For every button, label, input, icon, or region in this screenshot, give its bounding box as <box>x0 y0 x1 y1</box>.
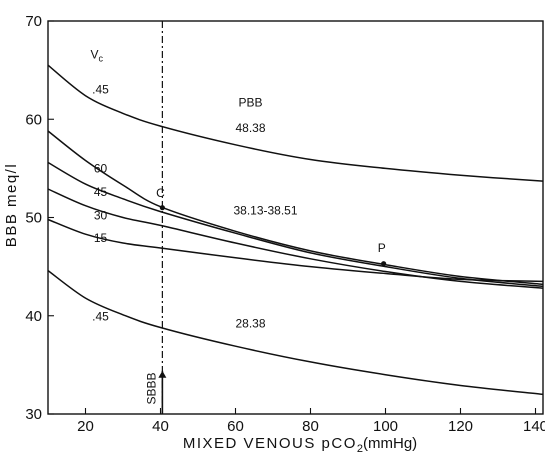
annotation-label: .45 <box>92 310 109 324</box>
sbbb-label: SBBB <box>144 372 158 404</box>
annotation-label: 48.38 <box>235 121 265 135</box>
data-points <box>159 205 387 267</box>
sbbb-arrowhead-icon <box>158 370 167 378</box>
annotation-label: 60 <box>94 161 108 175</box>
point-p <box>381 261 387 267</box>
annotation-label: C <box>156 186 165 200</box>
x-tick-label: 100 <box>373 418 398 435</box>
y-tick-label: 30 <box>25 406 42 423</box>
y-tick-label: 70 <box>25 13 42 30</box>
annotation-label: 30 <box>94 208 108 222</box>
x-axis-title-unit: (mmHg) <box>363 435 417 452</box>
annotation-label: 28.38 <box>235 317 265 331</box>
x-tick-label: 40 <box>152 418 169 435</box>
annotation-label: .45 <box>92 83 109 97</box>
x-tick-label: 80 <box>302 418 319 435</box>
x-tick-label: 60 <box>227 418 244 435</box>
series-curve-5 <box>47 269 544 396</box>
series-curve-1 <box>47 130 544 286</box>
x-axis-title: MIXED VENOUS pCO2(mmHg) <box>183 435 417 455</box>
annotation-label: 45 <box>94 185 108 199</box>
annotation-label: 15 <box>94 231 108 245</box>
series-curve-2 <box>47 161 544 288</box>
vc-header-label: Vc <box>90 47 103 63</box>
point-c <box>159 205 165 211</box>
x-tick-label: 120 <box>448 418 473 435</box>
y-tick-label: 60 <box>25 111 42 128</box>
annotation-label: P <box>378 241 386 255</box>
series-curves <box>47 64 544 396</box>
series-curve-3 <box>47 188 544 289</box>
sbbb-marker: SBBB <box>144 21 167 414</box>
x-tick-label: 20 <box>77 418 94 435</box>
axis-ticks: 20 40 60 80 100 120 140 30 40 50 60 70 <box>25 13 545 435</box>
annotation-label: 38.13-38.51 <box>233 204 297 218</box>
x-axis-title-main: MIXED VENOUS pCO <box>183 435 357 452</box>
series-curve-4 <box>47 218 544 283</box>
series-curve-0 <box>47 64 544 182</box>
vc-header-subscript: c <box>99 53 104 63</box>
annotations: PBB 48.38 38.13-38.51 28.38 .45 60 45 30 15 .45 C P… <box>90 47 385 330</box>
x-axis-title-subscript: 2 <box>357 443 363 455</box>
y-tick-label: 50 <box>25 210 42 227</box>
y-tick-label: 40 <box>25 308 42 325</box>
y-axis-title: BBB meq/l <box>3 163 20 247</box>
x-tick-label: 140 <box>523 418 545 435</box>
vc-header-main: V <box>90 47 98 61</box>
annotation-label: PBB <box>238 95 262 109</box>
